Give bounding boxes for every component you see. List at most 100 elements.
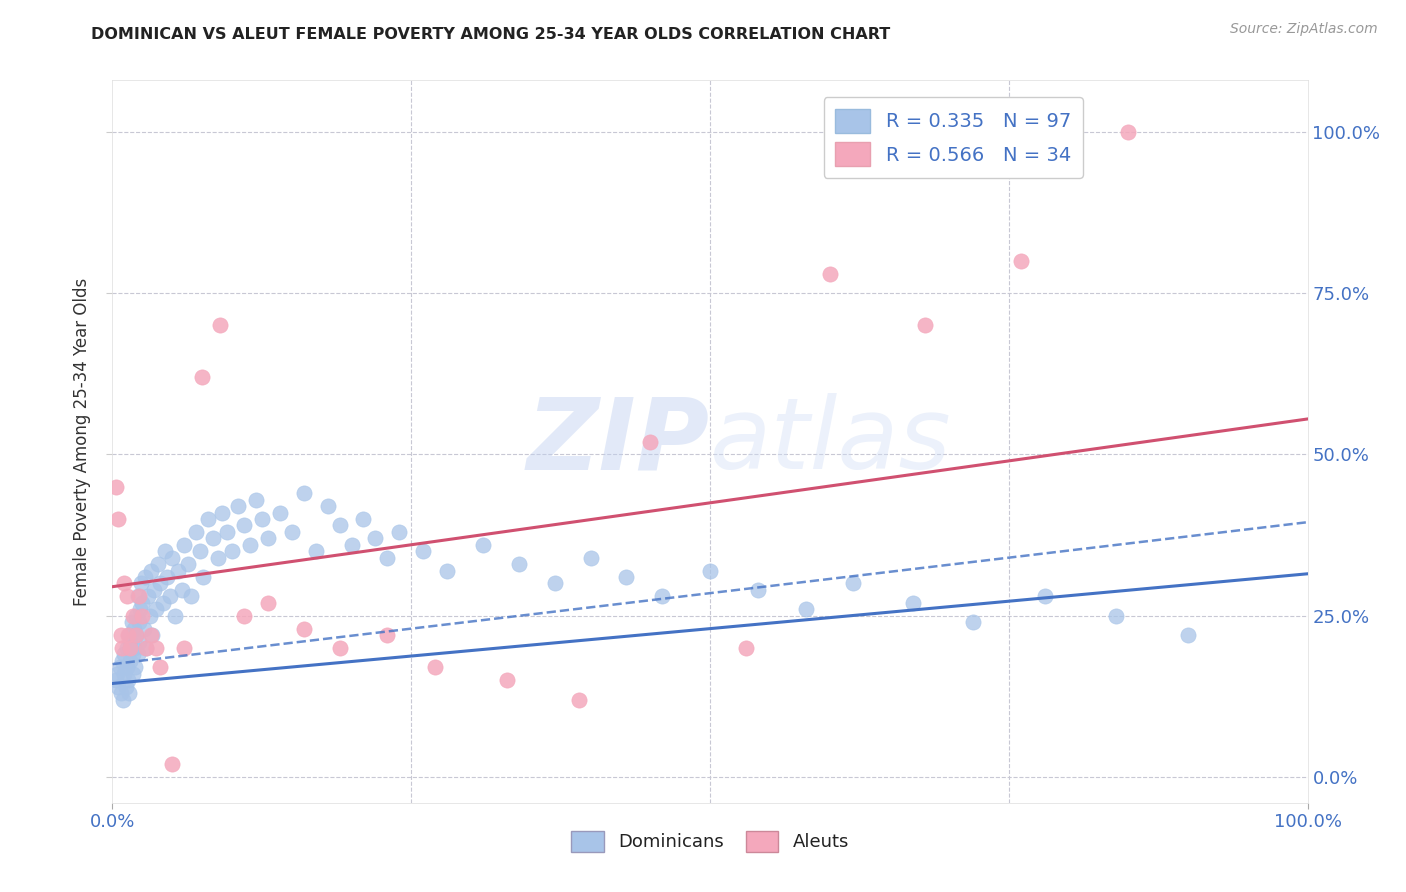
Point — [180, 590, 202, 604]
Point — [364, 531, 387, 545]
Point — [170, 582, 193, 597]
Point — [120, 654, 142, 668]
Point — [121, 666, 143, 681]
Point — [115, 640, 138, 655]
Point — [125, 628, 148, 642]
Y-axis label: Female Poverty Among 25-34 Year Olds: Female Poverty Among 25-34 Year Olds — [73, 277, 91, 606]
Point — [794, 602, 817, 616]
Point — [412, 544, 434, 558]
Point — [128, 590, 150, 604]
Point — [146, 557, 169, 571]
Point — [118, 686, 141, 700]
Point — [226, 499, 249, 513]
Point — [163, 608, 186, 623]
Point — [914, 318, 936, 333]
Point — [128, 634, 150, 648]
Point — [543, 576, 565, 591]
Point — [425, 660, 447, 674]
Point — [125, 628, 148, 642]
Point — [193, 570, 215, 584]
Point — [114, 666, 135, 681]
Point — [107, 512, 129, 526]
Point — [145, 602, 167, 616]
Point — [114, 648, 135, 662]
Point — [250, 512, 273, 526]
Point — [124, 660, 146, 674]
Point — [139, 628, 162, 642]
Point — [114, 576, 135, 591]
Point — [1118, 125, 1140, 139]
Point — [162, 550, 183, 565]
Point — [135, 640, 157, 655]
Point — [112, 692, 135, 706]
Point — [257, 596, 280, 610]
Point — [316, 499, 339, 513]
Point — [121, 648, 143, 662]
Point — [508, 557, 530, 571]
Point — [111, 654, 134, 668]
Point — [188, 544, 211, 558]
Point — [616, 570, 638, 584]
Point — [128, 615, 150, 630]
Point — [152, 596, 174, 610]
Point — [388, 524, 411, 539]
Point — [107, 680, 129, 694]
Point — [1010, 254, 1032, 268]
Point — [115, 590, 138, 604]
Legend: Dominicans, Aleuts: Dominicans, Aleuts — [564, 823, 856, 859]
Point — [962, 615, 984, 630]
Point — [105, 666, 128, 681]
Point — [108, 660, 131, 674]
Point — [207, 550, 229, 565]
Point — [143, 582, 166, 597]
Point — [129, 602, 152, 616]
Text: DOMINICAN VS ALEUT FEMALE POVERTY AMONG 25-34 YEAR OLDS CORRELATION CHART: DOMINICAN VS ALEUT FEMALE POVERTY AMONG … — [91, 27, 890, 42]
Point — [177, 557, 200, 571]
Point — [149, 660, 172, 674]
Point — [221, 544, 243, 558]
Point — [162, 757, 183, 772]
Point — [281, 524, 304, 539]
Point — [111, 640, 134, 655]
Point — [135, 640, 157, 655]
Point — [115, 660, 138, 674]
Point — [699, 564, 721, 578]
Text: ZIP: ZIP — [527, 393, 710, 490]
Point — [149, 576, 172, 591]
Point — [120, 634, 142, 648]
Point — [842, 576, 865, 591]
Point — [156, 570, 179, 584]
Point — [269, 506, 291, 520]
Point — [201, 531, 224, 545]
Point — [640, 434, 662, 449]
Point — [145, 640, 167, 655]
Point — [105, 480, 128, 494]
Point — [496, 673, 519, 688]
Point — [377, 550, 399, 565]
Point — [340, 538, 363, 552]
Point — [197, 512, 219, 526]
Point — [132, 622, 155, 636]
Point — [472, 538, 495, 552]
Point — [153, 544, 176, 558]
Point — [329, 518, 352, 533]
Point — [118, 628, 141, 642]
Point — [114, 680, 136, 694]
Point — [139, 564, 162, 578]
Point — [568, 692, 591, 706]
Text: atlas: atlas — [710, 393, 952, 490]
Point — [186, 524, 208, 539]
Point — [1105, 608, 1128, 623]
Point — [127, 590, 149, 604]
Text: Source: ZipAtlas.com: Source: ZipAtlas.com — [1230, 22, 1378, 37]
Point — [173, 640, 195, 655]
Point — [173, 538, 195, 552]
Point — [167, 564, 190, 578]
Point — [134, 570, 156, 584]
Point — [329, 640, 352, 655]
Point — [239, 538, 262, 552]
Point — [245, 492, 267, 507]
Point — [117, 673, 139, 688]
Point — [209, 318, 232, 333]
Point — [141, 628, 163, 642]
